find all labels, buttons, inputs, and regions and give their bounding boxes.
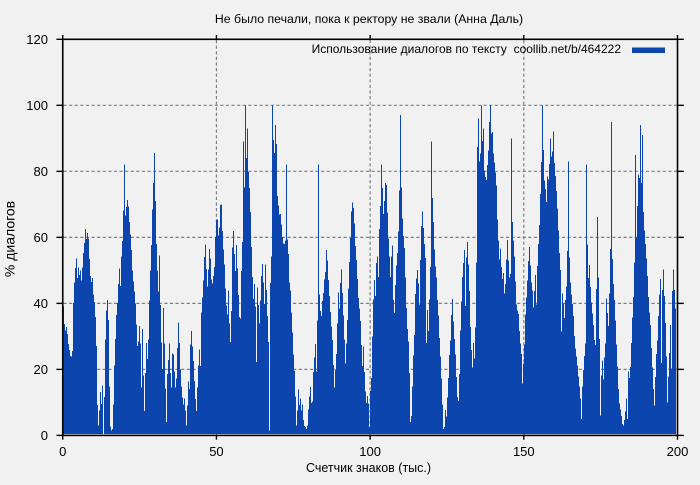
svg-text:100: 100 bbox=[26, 98, 48, 113]
svg-text:80: 80 bbox=[34, 164, 48, 179]
svg-text:0: 0 bbox=[41, 428, 48, 443]
svg-text:60: 60 bbox=[34, 230, 48, 245]
svg-text:0: 0 bbox=[59, 444, 66, 459]
svg-text:40: 40 bbox=[34, 296, 48, 311]
svg-text:% диалогов: % диалогов bbox=[2, 201, 18, 277]
svg-text:20: 20 bbox=[34, 362, 48, 377]
svg-text:200: 200 bbox=[667, 444, 689, 459]
svg-text:150: 150 bbox=[513, 444, 535, 459]
svg-text:Счетчик знаков (тыс.): Счетчик знаков (тыс.) bbox=[306, 461, 431, 475]
svg-text:50: 50 bbox=[209, 444, 223, 459]
svg-text:Использование диалогов по текс: Использование диалогов по тексту coollib… bbox=[312, 42, 622, 56]
svg-text:100: 100 bbox=[359, 444, 381, 459]
svg-text:Не было печали, пока к ректору: Не было печали, пока к ректору не звали … bbox=[215, 12, 523, 26]
svg-text:120: 120 bbox=[26, 32, 48, 47]
